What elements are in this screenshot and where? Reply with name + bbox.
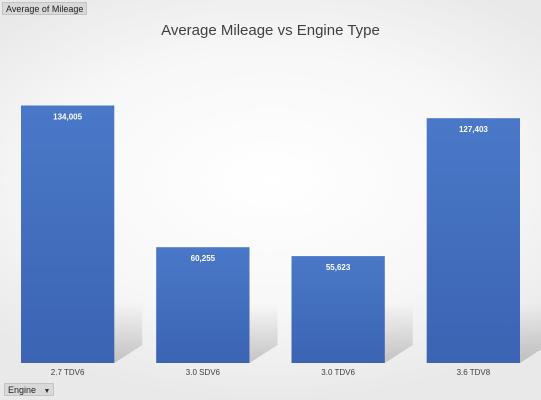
data-label: 134,005: [53, 113, 82, 122]
chart-title: Average Mileage vs Engine Type: [161, 22, 380, 39]
bar-3-6-tdv8[interactable]: [426, 118, 520, 363]
data-label: 127,403: [459, 125, 488, 134]
bar-2-7-tdv6[interactable]: [21, 105, 115, 364]
category-tick-label: 3.6 TDV8: [457, 368, 491, 377]
value-field-button[interactable]: Average of Mileage: [2, 2, 88, 15]
data-label: 60,255: [191, 254, 216, 263]
data-label: 55,623: [326, 263, 351, 272]
category-tick-label: 2.7 TDV6: [51, 368, 85, 377]
bar-3-0-tdv6[interactable]: [291, 256, 385, 363]
bar-3-0-sdv6[interactable]: [156, 247, 250, 363]
axis-field-label: Engine: [8, 385, 37, 395]
chevron-down-icon[interactable]: ▼: [43, 388, 51, 395]
value-field-label: Average of Mileage: [6, 4, 84, 14]
axis-field-button[interactable]: Engine ▼: [4, 383, 55, 396]
category-tick-label: 3.0 TDV6: [321, 368, 355, 377]
category-tick-label: 3.0 SDV6: [186, 368, 221, 377]
